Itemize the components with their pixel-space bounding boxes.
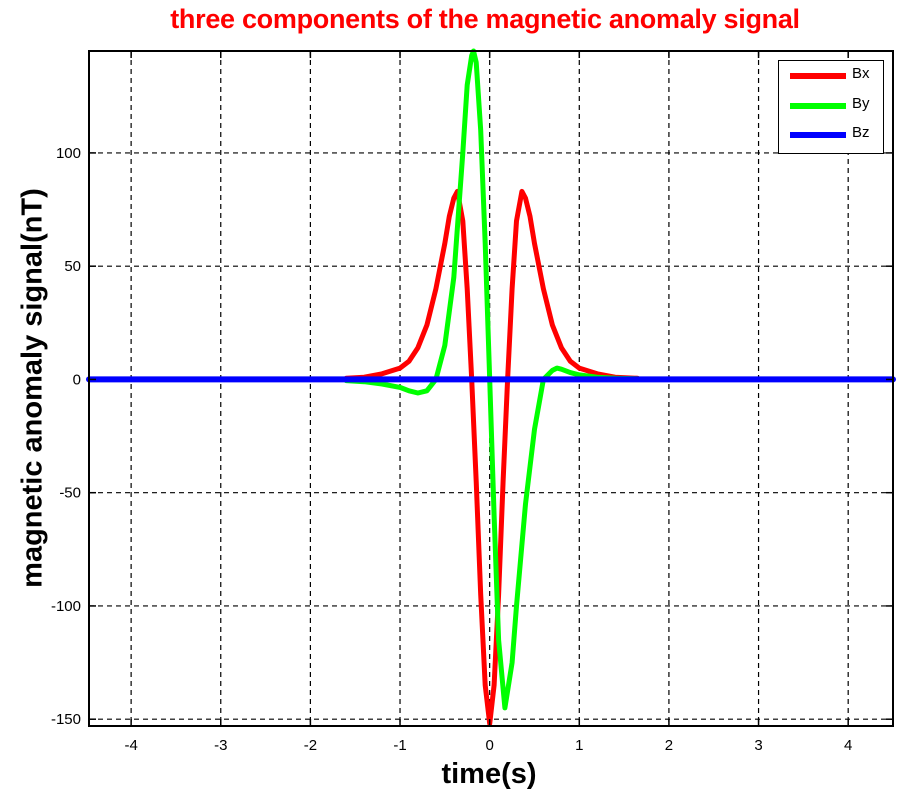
y-axis-label: magnetic anomaly signal(nT) [16, 188, 49, 588]
y-tick-label: -50 [59, 485, 81, 502]
x-tick-label: 0 [485, 737, 493, 754]
legend-label-bz: Bz [852, 124, 870, 141]
x-tick-label: -1 [393, 737, 406, 754]
y-tick-label: -100 [51, 598, 81, 615]
y-tick-label: 50 [64, 258, 81, 275]
x-tick-label: 2 [665, 737, 673, 754]
y-tick-label: 100 [56, 145, 81, 162]
legend-item-by: By [779, 95, 883, 115]
plot-frame [88, 50, 894, 727]
y-tick-label: 0 [73, 371, 81, 388]
chart-title: three components of the magnetic anomaly… [170, 4, 800, 34]
series-by [343, 48, 640, 711]
legend-item-bz: Bz [779, 124, 883, 144]
legend-label-bx: Bx [852, 65, 870, 82]
x-tick-label: -4 [124, 737, 137, 754]
x-axis-label: time(s) [441, 758, 537, 790]
data-series [86, 48, 896, 727]
legend: Bx By Bz [778, 60, 884, 154]
x-tick-label: -3 [214, 737, 227, 754]
axes-frame [88, 50, 894, 727]
y-tick-label: -150 [51, 711, 81, 728]
x-tick-label: 1 [575, 737, 583, 754]
legend-swatch-bx-icon [790, 73, 846, 79]
x-tick-label: 4 [844, 737, 852, 754]
x-tick-label: -2 [304, 737, 317, 754]
x-tick-label: 3 [754, 737, 762, 754]
legend-label-by: By [852, 95, 870, 112]
legend-swatch-by-icon [790, 103, 846, 109]
tick-labels: -4 -3 -2 -1 0 1 2 3 4 -150 -100 -50 0 50 100 [51, 145, 852, 754]
legend-item-bx: Bx [779, 65, 883, 85]
legend-swatch-bz-icon [790, 132, 846, 138]
